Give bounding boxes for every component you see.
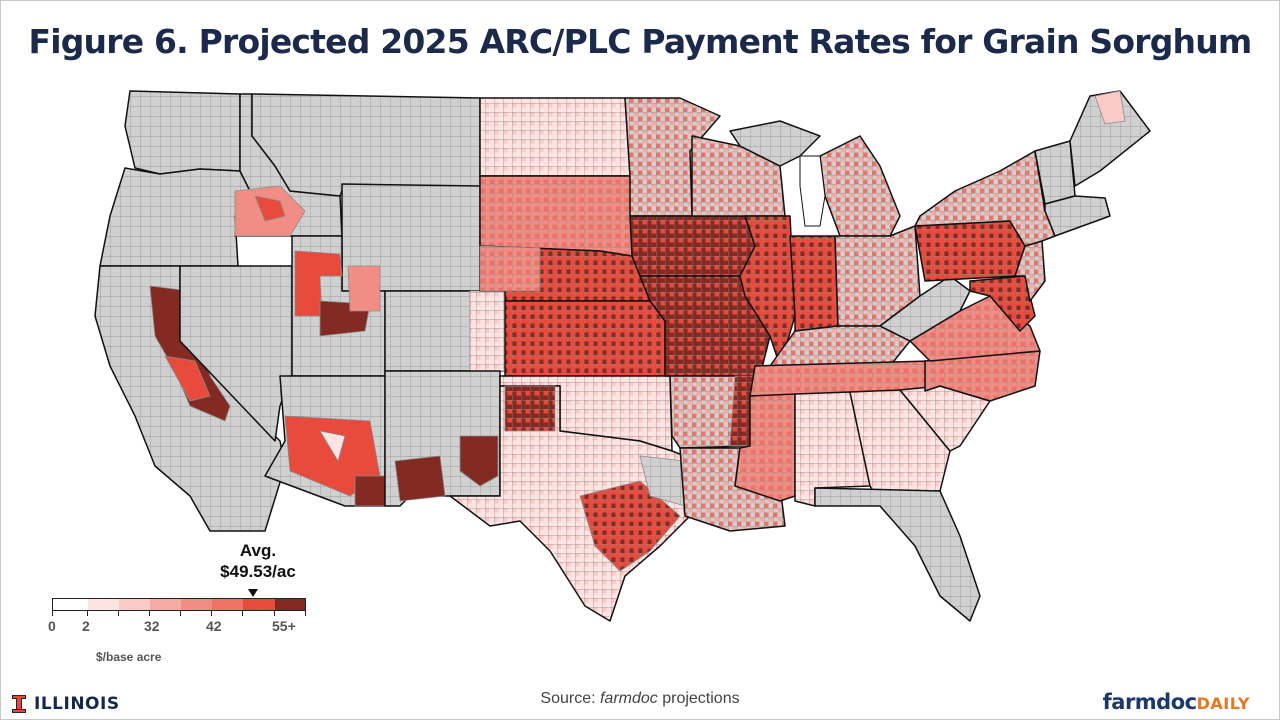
ramp-bin-1 — [88, 599, 119, 610]
ramp-bin-6 — [243, 599, 275, 610]
state-north-dakota — [479, 97, 631, 177]
region-texas-panhandle — [504, 385, 556, 432]
state-maine — [1069, 90, 1151, 187]
source-italic: farmdoc — [599, 690, 658, 707]
region-utah-east — [347, 265, 381, 312]
state-washington — [124, 90, 241, 175]
ramp-bin-0 — [53, 599, 88, 610]
average-label: Avg. $49.53/ac — [198, 540, 318, 582]
ramp-bin-2 — [119, 599, 150, 610]
tick-label-2: 2 — [82, 618, 90, 634]
ramp-bin-3 — [150, 599, 181, 610]
average-marker-triangle-icon — [248, 589, 258, 597]
state-kansas — [504, 300, 666, 377]
tick-label-0: 0 — [48, 618, 56, 634]
source-suffix: projections — [657, 690, 740, 707]
figure-title: Figure 6. Projected 2025 ARC/PLC Payment… — [28, 22, 1252, 61]
region-maine-north — [1094, 90, 1126, 125]
region-ca-valley-2 — [164, 355, 211, 402]
region-texas-gulf — [579, 480, 681, 572]
ramp-ticks — [52, 610, 306, 616]
illinois-wordmark: ILLINOIS — [34, 694, 120, 714]
region-idaho-east — [254, 195, 286, 222]
color-ramp — [52, 598, 306, 611]
daily-wordmark: DAILY — [1196, 694, 1250, 713]
state-massachusetts-ct-ri — [1044, 195, 1111, 237]
source-note: Source: farmdoc projections — [0, 690, 1280, 708]
state-florida — [814, 487, 981, 622]
illinois-logo: ILLINOIS — [12, 694, 120, 714]
source-prefix: Source: — [540, 690, 600, 707]
tick-label-42: 42 — [206, 618, 222, 634]
region-arizona-white — [319, 430, 346, 462]
tick-label-55plus: 55+ — [272, 618, 296, 634]
state-iowa — [629, 215, 756, 277]
region-nm-east — [459, 435, 499, 487]
legend-unit-label: $/base acre — [96, 650, 162, 664]
tick-label-32: 32 — [144, 618, 160, 634]
lake-michigan — [799, 155, 826, 227]
state-south-dakota — [479, 175, 633, 257]
legend: Avg. $49.53/ac 0 2 32 42 55+ $/base acre — [48, 540, 318, 670]
average-label-line1: Avg. — [239, 541, 277, 560]
farmdoc-wordmark: farmdoc — [1102, 690, 1197, 714]
region-arizona-se — [354, 475, 386, 507]
state-indiana — [789, 235, 839, 332]
block-i-icon — [12, 695, 26, 713]
state-montana — [251, 93, 481, 197]
ramp-bin-7 — [275, 599, 305, 610]
state-pennsylvania — [914, 220, 1026, 282]
farmdoc-daily-logo: farmdocDAILY — [1103, 690, 1250, 714]
us-county-choropleth-map — [94, 90, 1151, 622]
region-colorado-east — [469, 290, 506, 372]
average-label-value: $49.53/ac — [220, 562, 296, 581]
ramp-bin-4 — [181, 599, 212, 610]
ramp-bin-5 — [212, 599, 243, 610]
state-kentucky — [769, 325, 911, 367]
region-nebraska-west — [479, 245, 541, 292]
state-oregon — [99, 167, 251, 267]
region-utah-central — [294, 250, 343, 317]
state-michigan — [819, 135, 901, 237]
state-minnesota — [624, 97, 721, 217]
region-nm-south — [394, 455, 446, 502]
